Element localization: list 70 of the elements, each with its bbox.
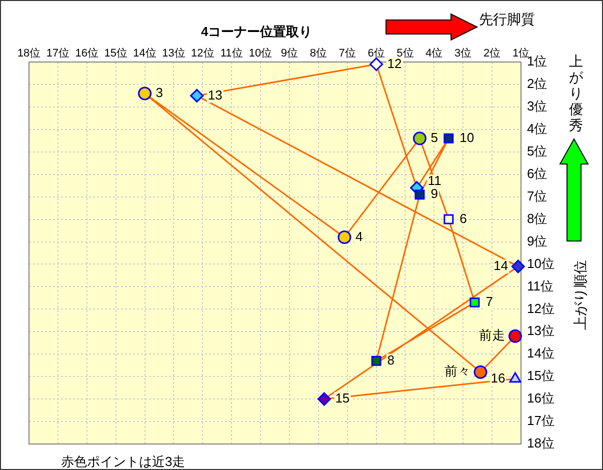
y-tick-label: 5位 xyxy=(527,143,548,158)
x-tick-label: 7位 xyxy=(338,47,356,60)
y-tick-label: 16位 xyxy=(527,390,554,406)
point xyxy=(317,392,331,406)
y-tick-label: 4位 xyxy=(527,120,548,136)
annotation: 10 xyxy=(460,130,474,145)
point xyxy=(474,365,488,379)
x-tick-label: 12位 xyxy=(191,47,214,60)
point xyxy=(508,329,522,343)
point xyxy=(470,297,480,308)
point xyxy=(370,57,384,71)
annotation: 8 xyxy=(387,352,395,368)
y-tick-label: 7位 xyxy=(527,188,548,204)
point xyxy=(511,260,525,274)
point xyxy=(371,356,382,366)
annotation: 前走 xyxy=(479,328,506,343)
text: 赤色ポイントは近3走 xyxy=(61,453,186,470)
x-tick-label: 16位 xyxy=(75,47,99,60)
x-tick-label: 14位 xyxy=(133,47,156,60)
annotation: 16 xyxy=(490,370,506,386)
y-tick-label: 12位 xyxy=(527,300,554,316)
x-tick-label: 1位 xyxy=(512,47,530,60)
y-tick-label: 3位 xyxy=(527,98,548,114)
point xyxy=(414,190,425,200)
text: 先行脚質 xyxy=(479,11,535,29)
x-tick-label: 18位 xyxy=(17,47,41,60)
y-tick-label: 13位 xyxy=(527,323,554,338)
point xyxy=(338,230,352,244)
x-tick-label: 2位 xyxy=(483,47,501,60)
x-tick-label: 15位 xyxy=(104,47,128,60)
annotation: 5 xyxy=(430,130,438,145)
annotation: 9 xyxy=(430,186,438,202)
annotation: 15 xyxy=(335,390,350,406)
annotation: 12 xyxy=(387,56,402,71)
point xyxy=(190,88,204,102)
annotation: 3 xyxy=(156,85,163,100)
x-tick-label: 4位 xyxy=(426,47,443,60)
x-tick-label: 8位 xyxy=(310,47,327,60)
y-tick-label: 18位 xyxy=(527,436,554,451)
annotation: 4 xyxy=(355,228,363,244)
x-tick-label: 13位 xyxy=(162,47,186,60)
y-tick-label: 10位 xyxy=(527,256,554,271)
x-tick-label: 3位 xyxy=(454,47,472,60)
x-tick-label: 17位 xyxy=(46,47,70,60)
point xyxy=(444,133,454,144)
y-tick-label: 17位 xyxy=(527,413,554,428)
point xyxy=(444,214,454,224)
x-tick-label: 10位 xyxy=(248,47,272,60)
y-tick-label: 15位 xyxy=(527,368,554,384)
y-tick-label: 8位 xyxy=(527,210,548,226)
annotation: 7 xyxy=(486,294,493,310)
point xyxy=(509,372,522,383)
x-axis-title: 4コーナー位置取り xyxy=(201,23,312,41)
annotation: 11 xyxy=(428,173,442,188)
annotation: 前々 xyxy=(444,364,470,379)
y-tick-label: 11位 xyxy=(527,278,554,294)
y-tick-label: 6位 xyxy=(527,166,548,181)
text: 上がり優秀 xyxy=(568,53,584,133)
annotation: 13 xyxy=(208,87,222,102)
point xyxy=(412,132,426,146)
y-tick-label: 14位 xyxy=(527,346,554,361)
x-tick-label: 9位 xyxy=(280,47,298,60)
y-tick-label: 9位 xyxy=(527,233,548,248)
x-tick-label: 11位 xyxy=(220,47,243,60)
x-tick-label: 6位 xyxy=(368,47,385,60)
annotation: 14 xyxy=(494,258,508,274)
y-axis-title: 上がり順位 xyxy=(572,259,589,332)
point xyxy=(138,86,152,100)
y-tick-label: 2位 xyxy=(527,76,548,92)
annotation: 6 xyxy=(460,210,467,226)
